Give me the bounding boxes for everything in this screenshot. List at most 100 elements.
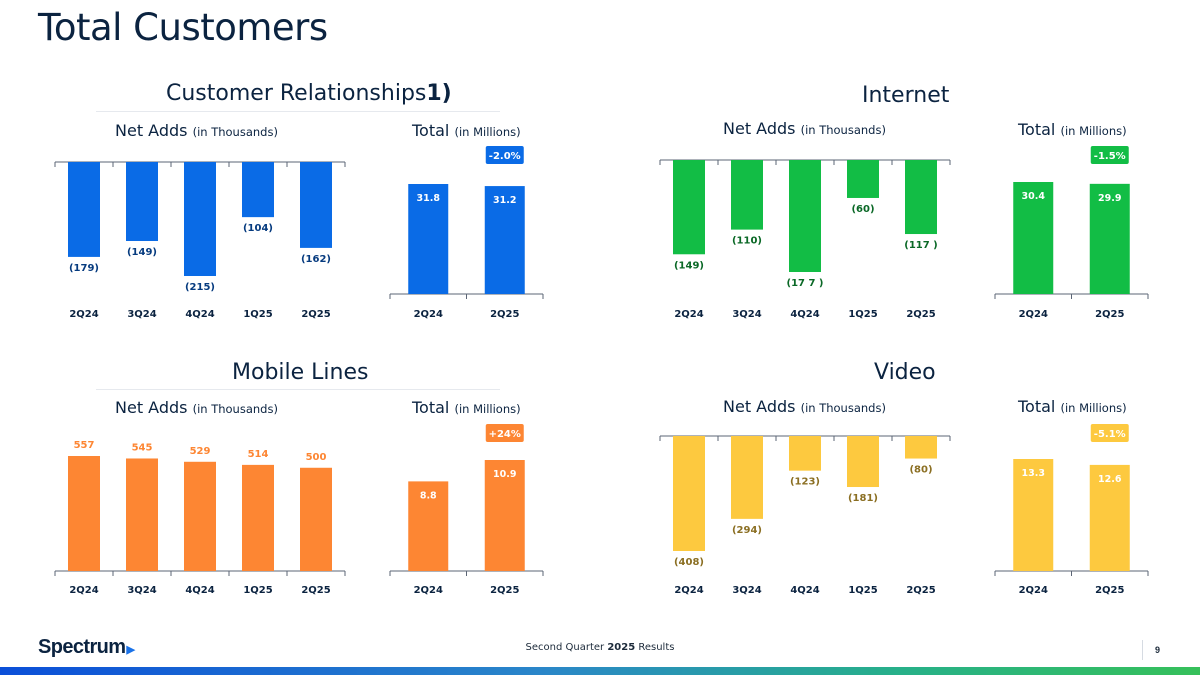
- int-net-data-label: (17 7 ): [787, 278, 824, 289]
- vid-net-category-label: 4Q24: [790, 585, 819, 596]
- mob-net-data-label: 500: [306, 452, 327, 463]
- int-net-data-label: (110): [732, 236, 762, 247]
- int-net-adds-heading: Net Adds (in Thousands): [723, 119, 886, 138]
- logo-triangle-icon: ▶: [126, 644, 135, 656]
- vid-net-bar: [731, 436, 763, 519]
- vid-net-data-label: (80): [909, 465, 932, 476]
- customer-relationships-rule: [96, 111, 500, 112]
- mob-total-bar: [484, 460, 525, 571]
- int-net-data-label: (60): [851, 204, 874, 215]
- int-total-category-label: 2Q25: [1095, 309, 1124, 320]
- cust-net-data-label: (149): [127, 247, 157, 258]
- vid-net-category-label: 2Q25: [906, 585, 935, 596]
- vid-net-data-label: (408): [674, 557, 704, 568]
- mob-total-change-label: +24%: [489, 429, 521, 440]
- cust-net-bar: [242, 162, 274, 218]
- int-net-bar: [673, 160, 705, 255]
- mobile-lines-title: Mobile Lines: [232, 360, 369, 385]
- vid-total-bar: [1013, 459, 1054, 571]
- spectrum-logo: Spectrum▶: [38, 636, 135, 658]
- vid-total-category-label: 2Q25: [1095, 585, 1124, 596]
- mob-net-category-label: 3Q24: [127, 585, 156, 596]
- vid-total-category-label: 2Q24: [1019, 585, 1048, 596]
- vid-total-data-label: 13.3: [1022, 468, 1045, 479]
- cust-net-bar: [300, 162, 332, 248]
- vid-total-heading: Total (in Millions): [1018, 397, 1127, 416]
- mob-net-bar: [242, 464, 274, 571]
- mob-net-bar: [300, 467, 332, 571]
- cust-net-data-label: (215): [185, 282, 215, 293]
- vid-total-change-label: -5.1%: [1094, 429, 1126, 440]
- vid-net-data-label: (123): [790, 477, 820, 488]
- int-net-bar: [731, 160, 763, 230]
- int-net-data-label: (149): [674, 260, 704, 271]
- vid-net-data-label: (181): [848, 493, 878, 504]
- int-net-data-label: (117 ): [904, 240, 938, 251]
- int-net-category-label: 3Q24: [732, 309, 761, 320]
- brand-gradient-bar: [0, 667, 1200, 675]
- mob-total-category-label: 2Q25: [490, 585, 519, 596]
- mob-net-bar: [68, 456, 100, 571]
- int-total-category-label: 2Q24: [1019, 309, 1048, 320]
- mob-total-data-label: 10.9: [493, 469, 516, 480]
- mob-net-bar: [126, 458, 158, 571]
- video-title: Video: [874, 360, 936, 385]
- cust-net-adds-heading: Net Adds (in Thousands): [115, 121, 278, 140]
- page-title: Total Customers: [38, 6, 328, 49]
- cust-net-category-label: 1Q25: [243, 309, 272, 320]
- mob-net-data-label: 557: [74, 440, 95, 451]
- vid-net-bar: [789, 436, 821, 471]
- cust-net-data-label: (104): [243, 223, 273, 234]
- int-net-bar: [789, 160, 821, 272]
- vid-net-category-label: 3Q24: [732, 585, 761, 596]
- vid-net-adds-heading: Net Adds (in Thousands): [723, 397, 886, 416]
- vid-net-bar: [905, 436, 937, 459]
- cust-total-data-label: 31.2: [493, 195, 516, 206]
- vid-total-bar: [1089, 464, 1130, 571]
- cust-total-category-label: 2Q24: [414, 309, 443, 320]
- mob-net-category-label: 2Q24: [69, 585, 98, 596]
- cust-total-bar: [484, 186, 525, 294]
- cust-total-data-label: 31.8: [417, 193, 441, 204]
- int-total-bar: [1089, 183, 1130, 294]
- vid-total-change-badge: [1090, 424, 1129, 442]
- mob-net-category-label: 2Q25: [301, 585, 330, 596]
- int-net-category-label: 2Q25: [906, 309, 935, 320]
- cust-net-category-label: 3Q24: [127, 309, 156, 320]
- cust-total-bar: [408, 184, 449, 294]
- mob-net-category-label: 4Q24: [185, 585, 214, 596]
- footer-divider: [1142, 640, 1143, 660]
- footer-text: Second Quarter 2025 Results: [525, 642, 675, 653]
- int-net-category-label: 2Q24: [674, 309, 703, 320]
- vid-net-data-label: (294): [732, 525, 762, 536]
- mob-total-category-label: 2Q24: [414, 585, 443, 596]
- cust-net-bar: [126, 162, 158, 242]
- footnote-marker: 1): [426, 81, 452, 106]
- mobile-lines-rule: [96, 389, 500, 390]
- mob-net-data-label: 514: [248, 449, 269, 460]
- mob-net-data-label: 545: [132, 442, 153, 453]
- mob-total-bar: [408, 481, 449, 571]
- mob-net-adds-heading: Net Adds (in Thousands): [115, 398, 278, 417]
- vid-total-data-label: 12.6: [1098, 474, 1122, 485]
- vid-net-category-label: 1Q25: [848, 585, 877, 596]
- mob-net-category-label: 1Q25: [243, 585, 272, 596]
- cust-net-category-label: 2Q24: [69, 309, 98, 320]
- cust-net-category-label: 2Q25: [301, 309, 330, 320]
- cust-net-category-label: 4Q24: [185, 309, 214, 320]
- cust-net-data-label: (179): [69, 263, 99, 274]
- mob-total-heading: Total (in Millions): [412, 398, 521, 417]
- cust-net-bar: [184, 162, 216, 276]
- cust-total-change-badge: [485, 146, 524, 164]
- mob-total-data-label: 8.8: [420, 490, 437, 501]
- mob-net-bar: [184, 461, 216, 571]
- int-net-category-label: 1Q25: [848, 309, 877, 320]
- mob-total-change-badge: [485, 424, 524, 442]
- vid-net-bar: [847, 436, 879, 488]
- int-total-data-label: 29.9: [1098, 193, 1121, 204]
- customer-relationships-title: Customer Relationships1): [166, 81, 452, 106]
- page-number: 9: [1155, 645, 1161, 655]
- int-total-change-badge: [1090, 146, 1129, 164]
- int-net-bar: [847, 160, 879, 198]
